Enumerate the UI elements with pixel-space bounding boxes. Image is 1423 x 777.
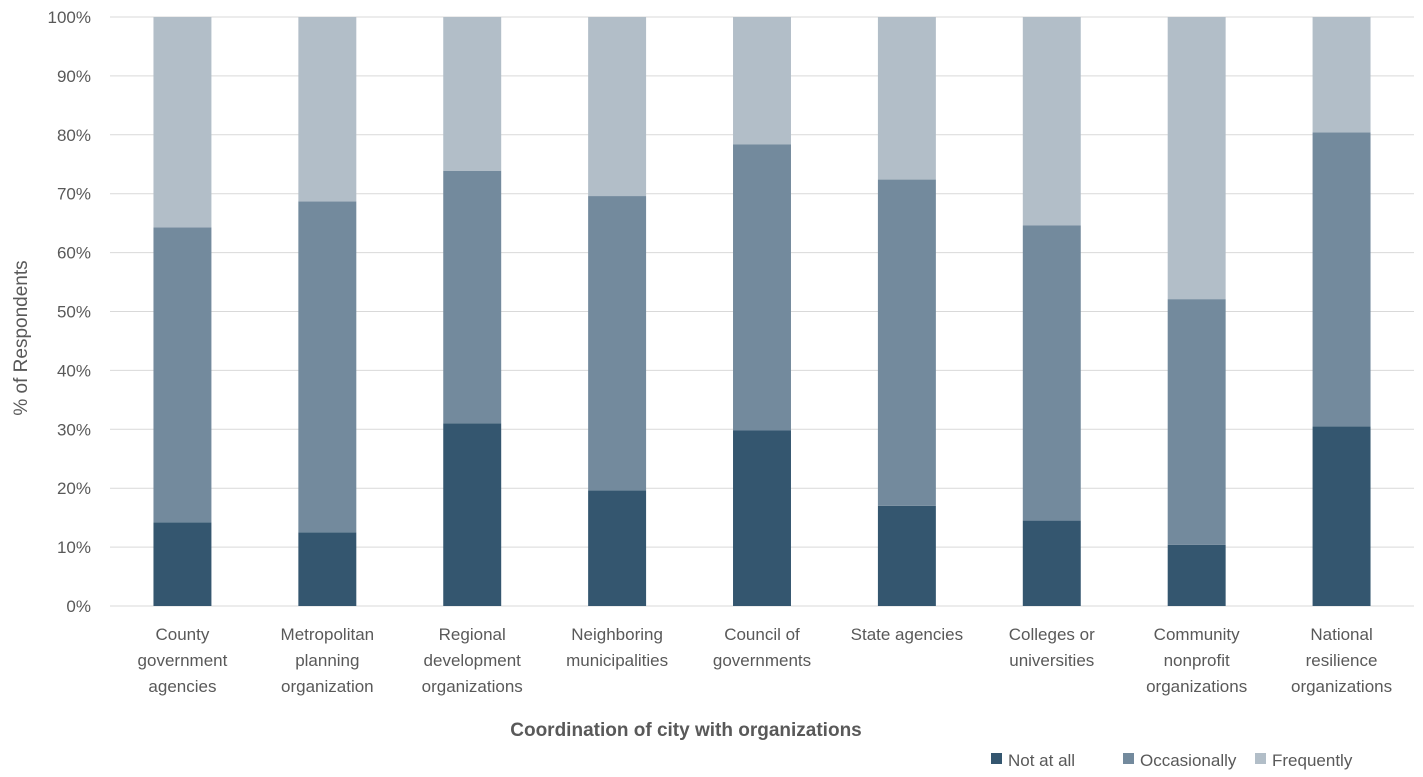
legend-label: Frequently <box>1272 751 1353 770</box>
y-tick-label: 40% <box>57 361 91 380</box>
legend-item-not-at-all: Not at all <box>991 751 1075 770</box>
legend-label: Not at all <box>1008 751 1075 770</box>
bar-segment-not-at-all <box>733 430 791 606</box>
bar-segment-frequently <box>588 17 647 197</box>
x-category-label: State agencies <box>851 625 963 644</box>
x-axis-categories: County government agencies Metropolitan plan… <box>138 625 1393 696</box>
x-category-label: Colleges or universities <box>1009 625 1095 670</box>
bar-segment-not-at-all <box>1022 520 1081 606</box>
x-category-label: Regional development organizations <box>422 625 523 696</box>
bars <box>153 17 1371 606</box>
bar-segment-frequently <box>1312 17 1371 133</box>
x-category-label: Council of governments <box>713 625 811 670</box>
bar-segment-occasionally <box>1022 225 1081 521</box>
bar-segment-occasionally <box>298 201 357 533</box>
x-category-label: Metropolitan planning organization <box>281 625 375 696</box>
bar-segment-frequently <box>1022 17 1081 226</box>
x-category-label: Neighboring municipalities <box>566 625 668 670</box>
bar-segment-not-at-all <box>877 505 936 606</box>
bar-segment-frequently <box>298 17 357 202</box>
legend-swatch <box>991 753 1002 764</box>
y-tick-label: 100% <box>48 8 91 27</box>
legend-swatch <box>1123 753 1134 764</box>
y-axis-ticks: 0% 10% 20% 30% 40% 50% 60% 70% 80% 90% 100% <box>48 8 91 616</box>
bar-segment-occasionally <box>588 196 647 491</box>
legend-label: Occasionally <box>1140 751 1237 770</box>
bar-segment-not-at-all <box>153 522 212 606</box>
x-category-label: County government agencies <box>138 625 228 696</box>
bar-segment-frequently <box>733 17 791 145</box>
bar-segment-occasionally <box>1312 132 1371 427</box>
legend-swatch <box>1255 753 1266 764</box>
y-tick-label: 60% <box>57 244 91 263</box>
legend: Not at all Occasionally Frequently <box>991 751 1353 770</box>
x-category-label: National resilience organizations <box>1291 625 1392 696</box>
x-axis-title: Coordination of city with organizations <box>510 720 862 741</box>
y-axis-title: % of Respondents <box>11 260 32 415</box>
x-category-label: Community nonprofit organizations <box>1146 625 1247 696</box>
legend-item-frequently: Frequently <box>1255 751 1353 770</box>
y-tick-label: 10% <box>57 538 91 557</box>
y-tick-label: 80% <box>57 126 91 145</box>
bar-segment-frequently <box>153 17 212 228</box>
y-tick-label: 50% <box>57 303 91 322</box>
bar-segment-not-at-all <box>298 532 357 606</box>
bar-segment-frequently <box>443 17 502 171</box>
y-tick-label: 30% <box>57 420 91 439</box>
bar-segment-not-at-all <box>1167 544 1226 606</box>
bar-segment-not-at-all <box>1312 426 1371 606</box>
y-tick-label: 90% <box>57 67 91 86</box>
bar-segment-occasionally <box>153 227 212 523</box>
bar-segment-not-at-all <box>588 490 647 606</box>
legend-item-occasionally: Occasionally <box>1123 751 1237 770</box>
y-tick-label: 20% <box>57 479 91 498</box>
bar-segment-occasionally <box>1167 299 1226 545</box>
y-tick-label: 0% <box>66 597 91 616</box>
bar-segment-frequently <box>1167 17 1226 300</box>
bar-segment-occasionally <box>443 170 502 424</box>
bar-segment-occasionally <box>877 179 936 506</box>
bar-segment-occasionally <box>733 144 791 431</box>
bar-segment-not-at-all <box>443 423 502 606</box>
bar-segment-frequently <box>877 17 936 180</box>
y-tick-label: 70% <box>57 185 91 204</box>
